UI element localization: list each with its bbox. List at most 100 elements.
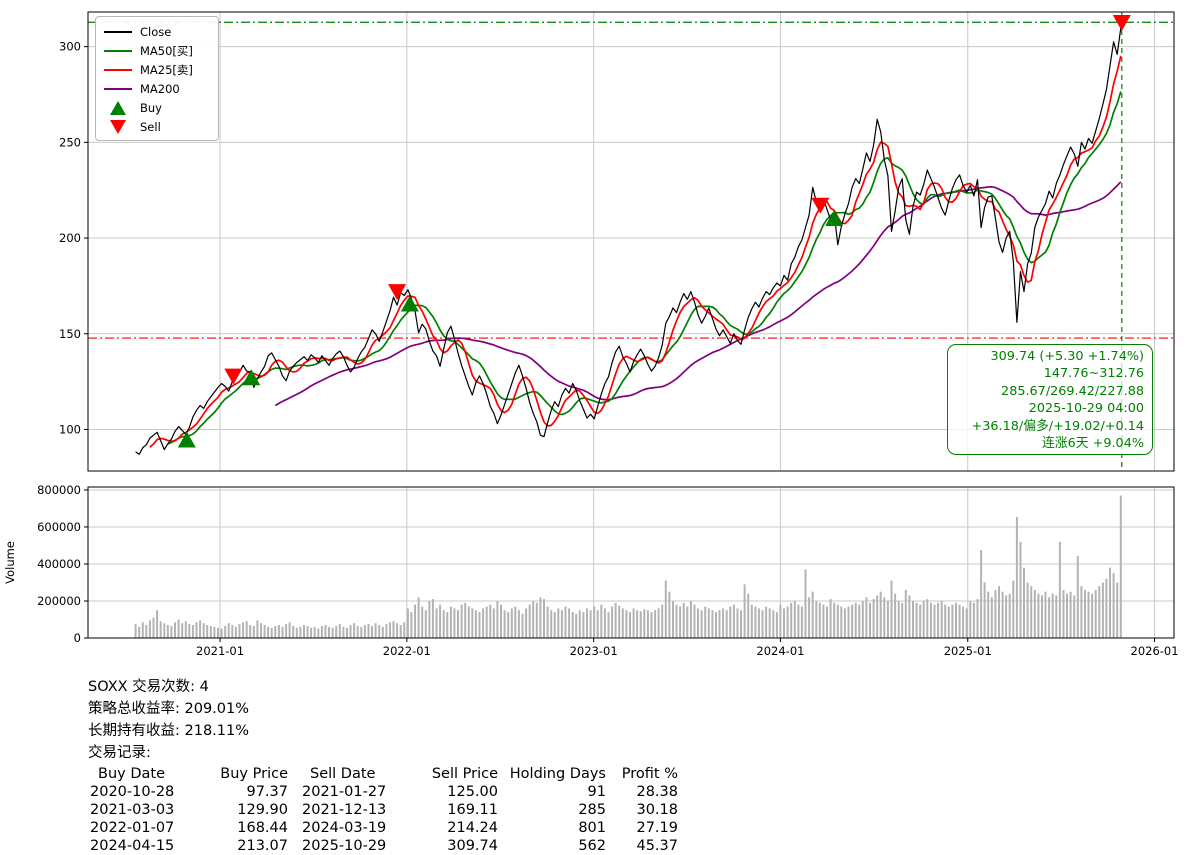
ma200-line-swatch — [104, 87, 132, 90]
cell-buy-date: 2021-03-03 — [90, 802, 175, 818]
tick-label: 2026-01 — [1131, 644, 1179, 658]
tick-label: 2022-01 — [383, 644, 431, 658]
cell-buy-date: 2024-04-15 — [90, 838, 175, 854]
cell-sell-date: 2025-10-29 — [302, 838, 387, 854]
cell-sell-price: 214.24 — [447, 820, 498, 836]
annotation-date-line: 2025-10-29 04:00 — [1028, 401, 1144, 417]
tick-label: 2025-01 — [944, 644, 992, 658]
legend-item-ma50: MA50[买] — [104, 41, 210, 60]
axis-ticks: 100 150 200 250 300 0 200000 400000 600000 800000… — [3, 40, 1179, 658]
legend-item-ma200: MA200 — [104, 79, 210, 98]
legend-label: MA50[买] — [140, 43, 193, 58]
annotation-price-line: 309.74 (+5.30 +1.74%) — [990, 349, 1145, 364]
col-buy-date: Buy Date — [98, 766, 165, 782]
trade-log-title: 交易记录: — [88, 745, 151, 761]
buy-marker — [400, 295, 419, 312]
chart-canvas: 100 150 200 250 300 0 200000 400000 600000 800000… — [3, 11, 1179, 658]
close-line-swatch — [104, 30, 132, 33]
annotation-streak-line: 连涨6天 +9.04% — [1042, 436, 1144, 452]
sell-marker — [224, 368, 243, 385]
ma25-line-swatch — [104, 68, 132, 71]
legend-item-buy: Buy — [104, 98, 210, 117]
trade-markers — [177, 15, 1131, 448]
trades-table-header-row: Buy Date Buy Price Sell Date Sell Price … — [90, 765, 678, 783]
buy-marker — [177, 431, 196, 448]
cell-sell-price: 169.11 — [447, 802, 498, 818]
buy-marker-icon — [104, 100, 132, 116]
tick-label: 150 — [59, 327, 81, 341]
cell-holding-days: 562 — [578, 838, 606, 854]
cell-buy-price: 129.90 — [237, 802, 288, 818]
trades-table: Buy Date Buy Price Sell Date Sell Price … — [90, 765, 678, 855]
panel-borders — [87, 11, 1175, 639]
tick-label: 2023-01 — [570, 644, 618, 658]
annotation-range-line: 147.76~312.76 — [1043, 366, 1144, 382]
cell-profit: 28.38 — [636, 784, 678, 800]
tick-label: 200 — [59, 231, 81, 245]
tick-label: 2024-01 — [756, 644, 804, 658]
col-holding-days: Holding Days — [509, 766, 606, 782]
ma50-line-swatch — [104, 49, 132, 52]
legend-label: MA25[卖] — [140, 62, 193, 77]
legend-item-close: Close — [104, 22, 210, 41]
volume-axis-label: Volume — [3, 541, 17, 584]
quote-annotation-box: 309.74 (+5.30 +1.74%) 147.76~312.76 285.… — [947, 344, 1153, 455]
annotation-bias-line: +36.18/偏多/+19.02/+0.14 — [971, 418, 1144, 434]
cell-buy-price: 168.44 — [237, 820, 288, 836]
cell-holding-days: 285 — [578, 802, 606, 818]
tick-label: 0 — [74, 631, 81, 645]
cell-profit: 30.18 — [636, 802, 678, 818]
cell-profit: 27.19 — [636, 820, 678, 836]
table-row: 2024-04-15 213.07 2025-10-29 309.74 562 … — [90, 837, 678, 855]
tick-label: 300 — [59, 40, 81, 54]
col-sell-date: Sell Date — [310, 766, 376, 782]
cell-holding-days: 91 — [587, 784, 606, 800]
legend-label: Buy — [140, 100, 162, 115]
trade-count-line: SOXX 交易次数: 4 — [88, 679, 209, 695]
grid — [88, 12, 1174, 639]
ma25-line — [149, 55, 1122, 448]
legend-label: MA200 — [140, 81, 180, 96]
cell-sell-date: 2021-12-13 — [302, 802, 387, 818]
legend-label: Sell — [140, 119, 161, 134]
tick-label: 400000 — [37, 557, 81, 571]
cell-profit: 45.37 — [636, 838, 678, 854]
cell-sell-price: 125.00 — [447, 784, 498, 800]
buy-marker — [242, 369, 261, 386]
table-row: 2021-03-03 129.90 2021-12-13 169.11 285 … — [90, 801, 678, 819]
sell-marker — [811, 197, 830, 214]
col-sell-price: Sell Price — [431, 766, 498, 782]
tick-label: 100 — [59, 422, 81, 436]
cell-sell-date: 2024-03-19 — [302, 820, 387, 836]
tick-label: 2021-01 — [196, 644, 244, 658]
cell-sell-price: 309.74 — [447, 838, 498, 854]
cell-buy-price: 97.37 — [246, 784, 288, 800]
buy-marker — [825, 210, 844, 227]
table-row: 2020-10-28 97.37 2021-01-27 125.00 91 28… — [90, 783, 678, 801]
ma200-line — [274, 181, 1122, 407]
tick-label: 250 — [59, 135, 81, 149]
volume-bars — [134, 495, 1122, 638]
col-profit: Profit % — [621, 766, 678, 782]
strategy-return-line: 策略总收益率: 209.01% — [88, 701, 250, 717]
tick-label: 200000 — [37, 594, 81, 608]
cell-holding-days: 801 — [578, 820, 606, 836]
cell-buy-date: 2022-01-07 — [90, 820, 175, 836]
tick-label: 800000 — [37, 483, 81, 497]
buy-hold-return-line: 长期持有收益: 218.11% — [88, 723, 250, 739]
cell-buy-date: 2020-10-28 — [90, 784, 175, 800]
legend-item-sell: Sell — [104, 117, 210, 136]
close-line — [135, 27, 1122, 455]
sell-marker — [388, 284, 407, 301]
sell-marker — [1112, 15, 1131, 32]
legend-item-ma25: MA25[卖] — [104, 60, 210, 79]
sell-marker-icon — [104, 119, 132, 135]
col-buy-price: Buy Price — [220, 766, 288, 782]
cell-sell-date: 2021-01-27 — [302, 784, 387, 800]
table-row: 2022-01-07 168.44 2024-03-19 214.24 801 … — [90, 819, 678, 837]
cell-buy-price: 213.07 — [237, 838, 288, 854]
legend[interactable]: Close MA50[买] MA25[卖] MA200 Buy Sell — [95, 16, 219, 141]
stats-block: SOXX 交易次数: 4 策略总收益率: 209.01% 长期持有收益: 218… — [88, 676, 678, 855]
annotation-ma-line: 285.67/269.42/227.88 — [1001, 383, 1144, 399]
